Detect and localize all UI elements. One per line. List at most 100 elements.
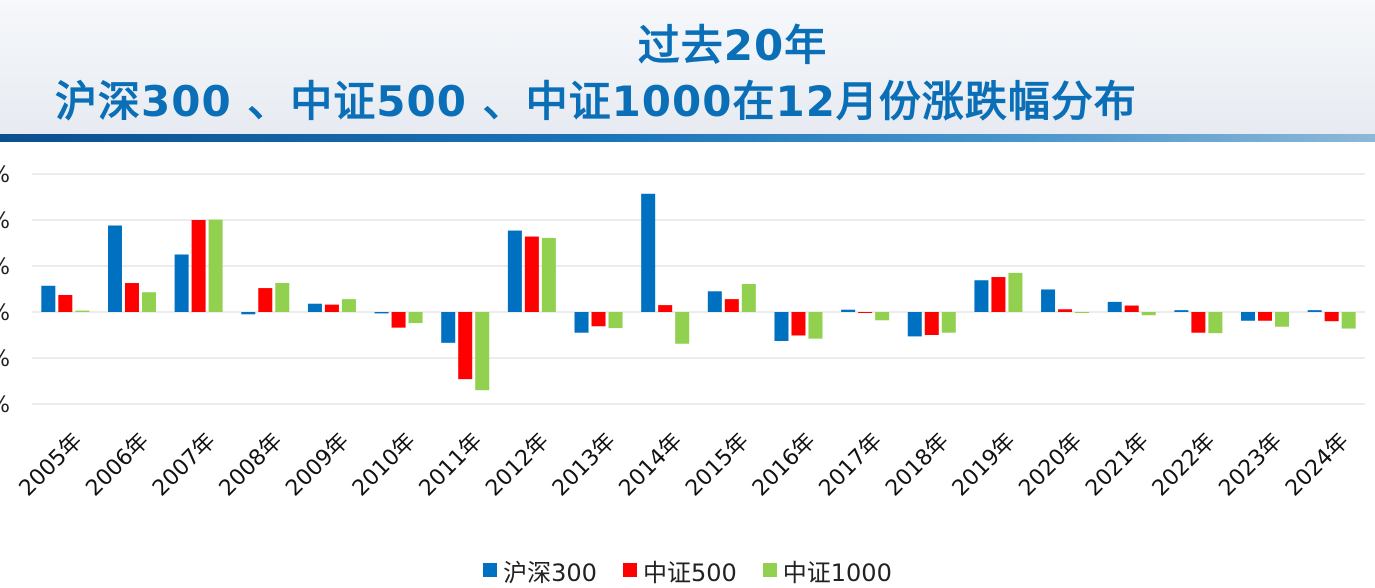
chart-title-line-2: 沪深300 、中证500 、中证1000在12月份涨跌幅分布: [55, 77, 1137, 126]
y-tick-label: %: [0, 255, 10, 280]
bar: [924, 312, 939, 335]
bar: [307, 303, 322, 312]
bar: [258, 288, 273, 312]
x-tick-label: 2005年: [15, 429, 88, 502]
bar: [191, 220, 206, 312]
y-tick-label: %: [0, 393, 10, 418]
bar: [1191, 312, 1206, 333]
bar: [1141, 312, 1156, 316]
bar: [741, 283, 756, 312]
bar: [1174, 310, 1189, 312]
bar: [1075, 312, 1090, 313]
bar: [1041, 289, 1056, 312]
bar: [441, 312, 456, 343]
chart-legend: 沪深300 中证500 中证1000: [0, 556, 1375, 587]
bar: [1307, 310, 1322, 312]
x-tick-label: 2024年: [1281, 429, 1354, 502]
bar: [774, 312, 789, 341]
bar: [275, 283, 290, 312]
bar: [341, 299, 356, 312]
bar: [324, 304, 339, 312]
x-tick-label: 2014年: [615, 429, 688, 502]
bar: [574, 312, 589, 333]
bar: [641, 193, 656, 312]
x-tick-label: 2012年: [481, 429, 554, 502]
bar-chart: %%%%%%2005年2006年2007年2008年2009年2010年2011…: [0, 163, 1365, 502]
bar: [41, 285, 56, 312]
bar: [241, 312, 256, 315]
bar: [991, 277, 1006, 312]
bar: [1208, 312, 1223, 334]
bar: [1241, 312, 1256, 321]
bar: [941, 312, 956, 333]
x-tick-label: 2016年: [748, 429, 821, 502]
bar: [841, 309, 856, 312]
x-tick-label: 2018年: [881, 429, 954, 502]
x-tick-label: 2006年: [81, 429, 154, 502]
bar: [174, 254, 189, 312]
y-tick-label: %: [0, 209, 10, 234]
bar: [675, 312, 690, 344]
x-tick-label: 2017年: [815, 429, 888, 502]
bar: [374, 312, 389, 314]
bar: [107, 225, 122, 312]
bar: [1324, 312, 1339, 322]
bar: [591, 312, 606, 327]
x-tick-label: 2023年: [1214, 429, 1287, 502]
x-tick-label: 2019年: [948, 429, 1021, 502]
bar: [791, 312, 806, 336]
bar: [1107, 301, 1122, 312]
x-tick-label: 2015年: [681, 429, 754, 502]
bar: [1058, 309, 1073, 312]
bar: [124, 283, 139, 312]
bar: [1008, 272, 1023, 312]
bar: [541, 237, 556, 312]
bar: [141, 292, 156, 312]
legend-item-hs300: 沪深300: [483, 553, 597, 588]
bar: [1258, 312, 1273, 321]
bar: [524, 236, 539, 312]
title-underline-bar: [0, 134, 1375, 142]
y-tick-label: %: [0, 347, 10, 372]
legend-swatch-hs300: [483, 563, 498, 577]
bar: [475, 312, 490, 391]
title-banner: 过去20年 沪深300 、中证500 、中证1000在12月份涨跌幅分布: [0, 0, 1375, 134]
bar: [858, 312, 873, 313]
y-tick-label: %: [0, 301, 10, 326]
x-tick-label: 2008年: [215, 429, 288, 502]
legend-item-csi1000: 中证1000: [762, 553, 892, 588]
bar: [458, 312, 473, 380]
x-tick-label: 2009年: [281, 429, 354, 502]
bar: [875, 312, 890, 321]
bar: [507, 230, 522, 312]
legend-swatch-csi500: [622, 563, 637, 577]
x-tick-label: 2013年: [548, 429, 621, 502]
legend-item-csi500: 中证500: [622, 553, 737, 588]
legend-label-csi1000: 中证1000: [782, 558, 892, 587]
bar: [58, 294, 73, 312]
bar: [608, 312, 623, 329]
bar: [724, 299, 739, 312]
bar: [408, 312, 423, 324]
x-tick-label: 2021年: [1081, 429, 1154, 502]
bar: [391, 312, 406, 328]
legend-label-csi500: 中证500: [642, 558, 737, 587]
bar: [907, 312, 922, 337]
bar: [658, 305, 673, 312]
x-tick-label: 2010年: [348, 429, 421, 502]
bar: [808, 312, 823, 339]
legend-swatch-csi1000: [762, 563, 777, 577]
y-tick-label: %: [0, 163, 10, 188]
x-tick-label: 2022年: [1148, 429, 1221, 502]
bar: [707, 291, 722, 312]
x-tick-label: 2007年: [148, 429, 221, 502]
bar: [1341, 312, 1356, 329]
x-tick-label: 2011年: [415, 429, 488, 502]
bar: [1275, 312, 1290, 327]
bar: [974, 280, 989, 312]
legend-label-hs300: 沪深300: [503, 558, 597, 587]
x-tick-label: 2020年: [1014, 429, 1087, 502]
bar: [208, 219, 223, 312]
bar: [75, 310, 90, 312]
bar: [1124, 305, 1139, 312]
